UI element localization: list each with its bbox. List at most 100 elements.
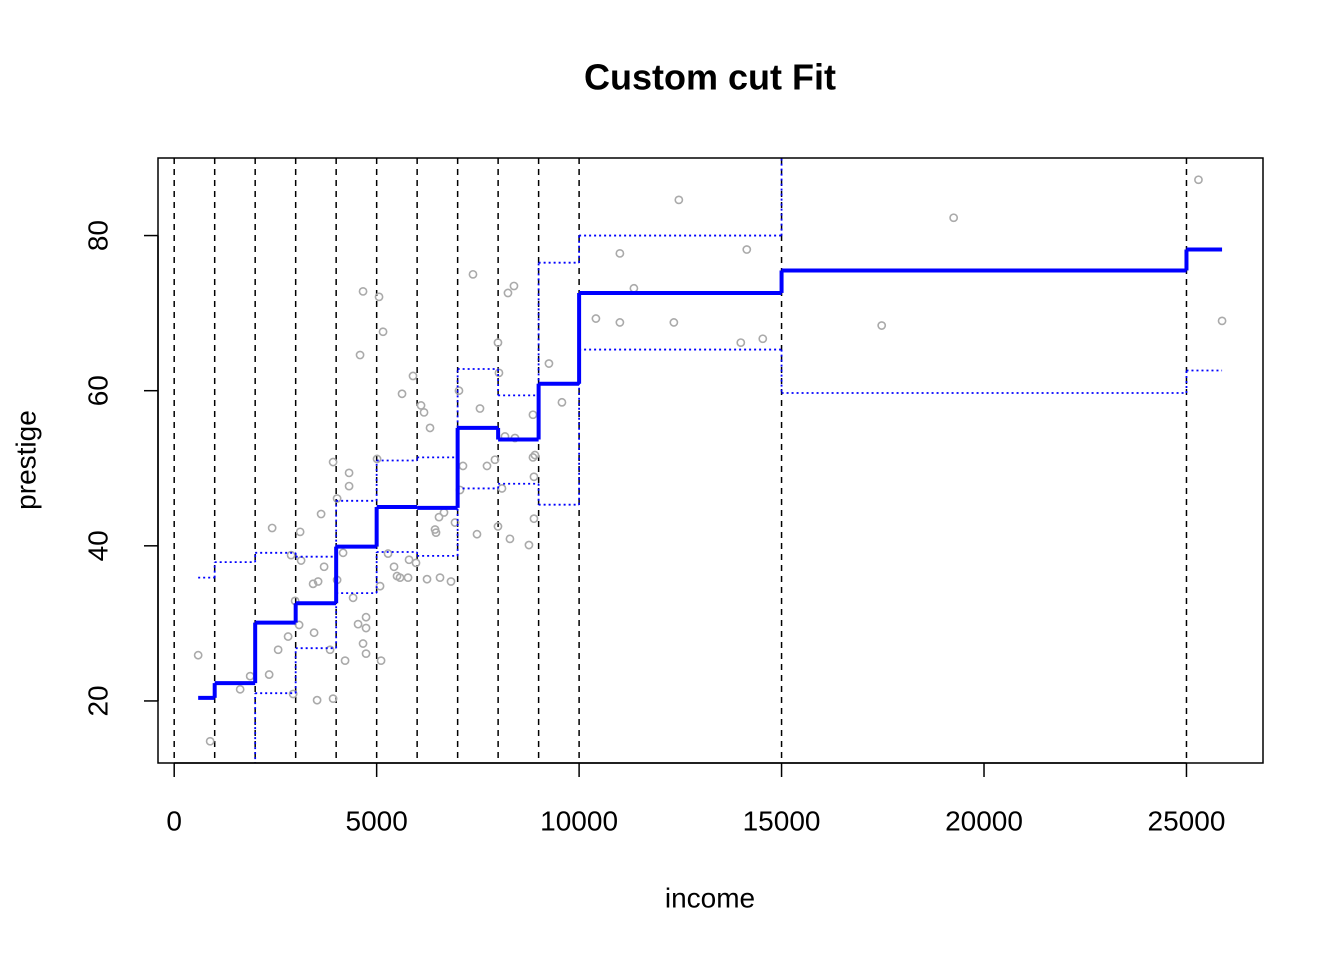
x-tick-label: 0 [166, 805, 182, 836]
data-point [397, 389, 407, 399]
data-point [344, 481, 354, 491]
data-point [497, 484, 507, 493]
data-point [419, 408, 429, 417]
data-point [472, 529, 482, 539]
data-point [309, 628, 319, 638]
data-point [313, 577, 323, 586]
data-point [361, 612, 371, 622]
data-point [348, 593, 358, 603]
data-point [422, 574, 432, 584]
data-point [411, 558, 421, 568]
y-tick-label: 60 [82, 375, 113, 406]
data-point [294, 620, 304, 630]
y-tick-label: 80 [82, 220, 113, 251]
data-point [736, 338, 746, 348]
x-axis-label: income [665, 882, 755, 913]
data-point [403, 573, 413, 583]
data-point [358, 639, 368, 648]
data-point [544, 359, 554, 368]
x-tick-label: 5000 [346, 805, 408, 836]
data-point [742, 245, 752, 254]
data-point [434, 512, 444, 522]
data-point [328, 457, 338, 467]
data-point [503, 288, 513, 298]
data-point [669, 318, 679, 327]
data-point [372, 454, 382, 464]
data-point [389, 562, 399, 572]
y-axis-label: prestige [10, 410, 41, 510]
data-point [361, 649, 371, 659]
y-tick-label: 40 [82, 530, 113, 561]
data-point [328, 694, 338, 704]
data-point [425, 423, 435, 433]
data-point [877, 321, 887, 330]
data-point [1194, 175, 1203, 185]
data-point [395, 573, 405, 583]
data-point [454, 386, 464, 396]
data-point [529, 514, 539, 524]
data-point [295, 527, 305, 537]
data-point [383, 549, 393, 558]
data-point [482, 461, 492, 471]
chart-title: Custom cut Fit [584, 57, 836, 98]
data-point [674, 195, 684, 205]
data-point [493, 338, 503, 348]
data-point [358, 287, 368, 296]
plot-frame [157, 157, 1264, 764]
data-point [435, 573, 445, 583]
data-point [493, 522, 503, 531]
data-point [529, 472, 539, 482]
data-point [458, 461, 468, 471]
data-point [528, 410, 538, 420]
data-point [439, 508, 449, 517]
y-tick-label: 20 [82, 685, 113, 716]
data-point [490, 455, 500, 465]
data-point [446, 577, 456, 586]
data-point [408, 371, 418, 381]
data-point [404, 555, 414, 565]
data-point [205, 736, 215, 746]
data-point [374, 292, 384, 302]
data-point [475, 404, 485, 413]
x-tick-label: 15000 [743, 805, 821, 836]
data-point [591, 314, 601, 323]
data-point [615, 318, 625, 327]
data-point [378, 327, 388, 337]
data-point [344, 468, 354, 478]
data-point [416, 401, 426, 410]
data-point [629, 283, 639, 293]
data-point [468, 269, 478, 279]
x-tick-label: 25000 [1148, 805, 1226, 836]
data-point [758, 334, 768, 344]
data-point [312, 695, 322, 705]
data-point [316, 509, 326, 519]
x-tick-label: 20000 [945, 805, 1023, 836]
x-tick-label: 10000 [540, 805, 618, 836]
data-point [267, 523, 277, 533]
data-point [296, 556, 306, 565]
data-point [319, 562, 329, 572]
data-point [288, 689, 298, 699]
data-point [355, 350, 365, 360]
data-point [509, 281, 519, 291]
data-point [505, 534, 515, 544]
data-point [353, 619, 363, 629]
data-point [264, 670, 274, 679]
plot-area [173, 158, 1227, 763]
data-point [1217, 316, 1227, 326]
data-point [338, 548, 348, 558]
data-point [286, 550, 296, 560]
data-point [524, 540, 534, 550]
data-point [308, 579, 318, 589]
data-point [361, 623, 371, 633]
data-point [273, 645, 283, 655]
data-point [283, 632, 293, 641]
data-point [235, 684, 245, 694]
data-point [325, 645, 335, 655]
data-point [949, 213, 959, 223]
data-point [245, 671, 255, 681]
data-point [528, 452, 538, 462]
data-point [340, 656, 350, 666]
